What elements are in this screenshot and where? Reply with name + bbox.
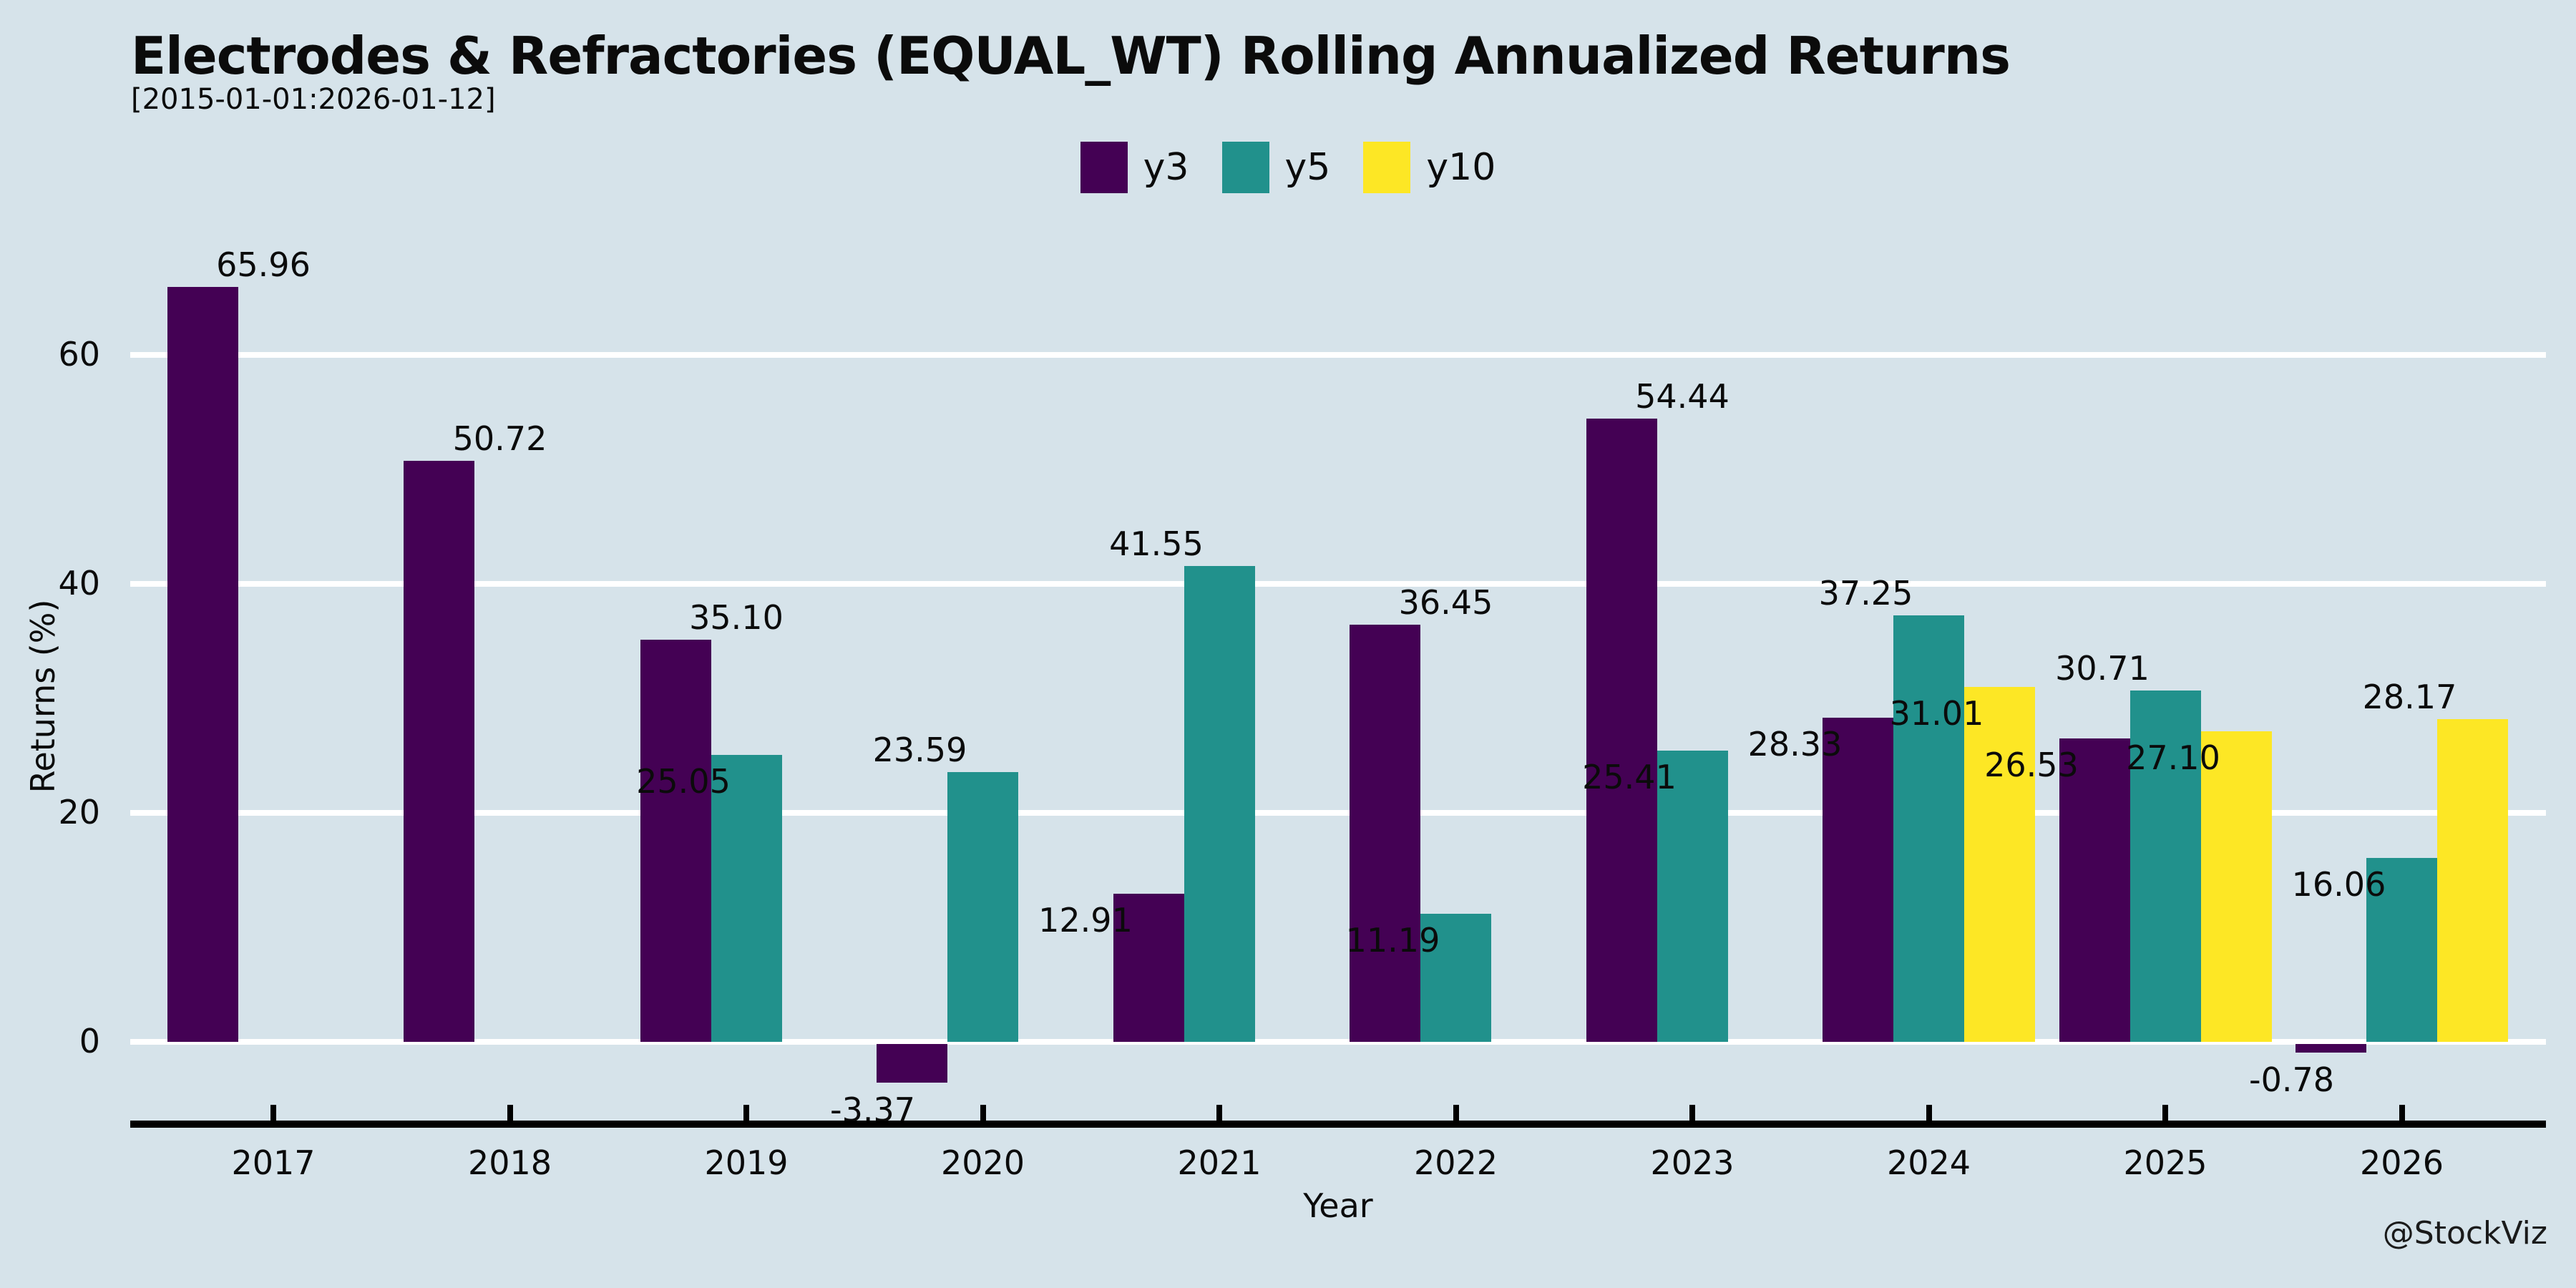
bar-y5-2023 <box>1657 751 1728 1042</box>
x-tick-mark-2025 <box>2162 1105 2168 1121</box>
bar-y10-2026 <box>2437 719 2508 1042</box>
bar-y3-2024 <box>1823 717 1893 1042</box>
legend-label-y5: y5 <box>1284 146 1331 189</box>
bar-value-label-y3-2023: 54.44 <box>1635 376 1729 416</box>
bar-value-label-y5-2022: 11.19 <box>1345 920 1440 960</box>
x-tick-mark-2026 <box>2399 1105 2405 1121</box>
legend-swatch-y5 <box>1221 142 1269 193</box>
bar-y5-2022 <box>1420 913 1491 1042</box>
bar-y5-2020 <box>947 771 1018 1042</box>
x-tick-label-2023: 2023 <box>1650 1143 1735 1182</box>
legend-swatch-y3 <box>1080 142 1128 193</box>
legend-item-y5: y5 <box>1221 142 1331 193</box>
chart-subtitle: [2015-01-01:2026-01-12] <box>131 83 496 116</box>
x-tick-mark-2024 <box>1926 1105 1932 1121</box>
y-tick-label-0: 0 <box>79 1022 100 1060</box>
x-tick-mark-2022 <box>1453 1105 1459 1121</box>
bar-y3-2018 <box>404 461 474 1042</box>
bar-y3-2020 <box>877 1044 947 1083</box>
y-axis-title: Returns (%) <box>24 599 62 794</box>
bar-value-label-y3-2018: 50.72 <box>452 419 547 459</box>
x-axis-title: Year <box>1303 1186 1373 1225</box>
y-tick-label-40: 40 <box>58 564 100 602</box>
x-tick-mark-2019 <box>743 1105 749 1121</box>
x-tick-mark-2018 <box>507 1105 513 1121</box>
x-tick-label-2024: 2024 <box>1886 1143 1971 1182</box>
x-tick-label-2020: 2020 <box>940 1143 1025 1182</box>
y-tick-label-60: 60 <box>58 335 100 374</box>
bar-value-label-y3-2025: 26.53 <box>1984 745 2079 784</box>
gridline-40 <box>130 581 2546 587</box>
bar-value-label-y3-2019: 35.10 <box>689 598 784 638</box>
gridline-0 <box>130 1039 2546 1045</box>
legend: y3 y5 y10 <box>0 142 2576 193</box>
bar-y10-2025 <box>2200 731 2272 1042</box>
legend-label-y3: y3 <box>1143 146 1189 189</box>
watermark-label: @StockViz <box>2382 1215 2547 1252</box>
bar-y3-2026 <box>2296 1044 2366 1053</box>
x-axis-line <box>130 1121 2546 1128</box>
bar-value-label-y5-2026: 16.06 <box>2291 865 2386 904</box>
bar-value-label-y10-2025: 27.10 <box>2126 738 2220 778</box>
x-tick-label-2026: 2026 <box>2359 1143 2444 1182</box>
bar-y5-2025 <box>2129 690 2201 1042</box>
y-tick-label-20: 20 <box>58 793 100 831</box>
legend-item-y3: y3 <box>1080 142 1189 193</box>
x-tick-label-2018: 2018 <box>467 1143 552 1182</box>
bar-value-label-y3-2024: 28.33 <box>1747 724 1843 763</box>
x-tick-label-2019: 2019 <box>704 1143 789 1182</box>
legend-label-y10: y10 <box>1426 146 1496 189</box>
x-tick-mark-2017 <box>270 1105 276 1121</box>
bar-y5-2021 <box>1184 566 1255 1042</box>
bar-y5-2019 <box>711 755 782 1042</box>
bar-y5-2024 <box>1893 615 1964 1042</box>
x-tick-label-2021: 2021 <box>1177 1143 1262 1182</box>
bar-value-label-y5-2023: 25.41 <box>1582 758 1677 797</box>
bar-value-label-y5-2020: 23.59 <box>872 730 967 769</box>
bar-value-label-y5-2019: 25.05 <box>636 762 731 801</box>
bar-value-label-y3-2017: 65.96 <box>216 245 311 284</box>
bar-y3-2019 <box>640 640 711 1042</box>
chart-title: Electrodes & Refractories (EQUAL_WT) Rol… <box>131 26 2011 86</box>
bar-y3-2022 <box>1350 624 1420 1042</box>
legend-item-y10: y10 <box>1363 142 1496 193</box>
bar-value-label-y3-2026: -0.78 <box>2248 1060 2335 1100</box>
bar-value-label-y10-2024: 31.01 <box>1889 693 1984 733</box>
gridline-20 <box>130 810 2546 816</box>
x-tick-mark-2021 <box>1216 1105 1222 1121</box>
bar-value-label-y3-2021: 12.91 <box>1038 901 1133 940</box>
x-tick-label-2025: 2025 <box>2123 1143 2207 1182</box>
bar-value-label-y10-2026: 28.17 <box>2362 678 2457 717</box>
bar-value-label-y3-2022: 36.45 <box>1398 582 1493 622</box>
bar-value-label-y5-2024: 37.25 <box>1818 574 1913 613</box>
x-tick-mark-2020 <box>980 1105 986 1121</box>
bar-value-label-y5-2025: 30.71 <box>2055 648 2150 688</box>
bar-y3-2025 <box>2059 738 2130 1042</box>
legend-swatch-y10 <box>1363 142 1411 193</box>
bar-value-label-y5-2021: 41.55 <box>1109 525 1204 564</box>
bar-y10-2024 <box>1964 686 2035 1042</box>
x-tick-label-2022: 2022 <box>1413 1143 1498 1182</box>
bar-y3-2021 <box>1113 894 1184 1042</box>
x-tick-label-2017: 2017 <box>231 1143 316 1182</box>
x-tick-mark-2023 <box>1689 1105 1695 1121</box>
bar-y5-2026 <box>2366 858 2437 1042</box>
bar-y3-2023 <box>1586 418 1657 1042</box>
bar-y3-2017 <box>167 286 238 1042</box>
gridline-60 <box>130 352 2546 358</box>
